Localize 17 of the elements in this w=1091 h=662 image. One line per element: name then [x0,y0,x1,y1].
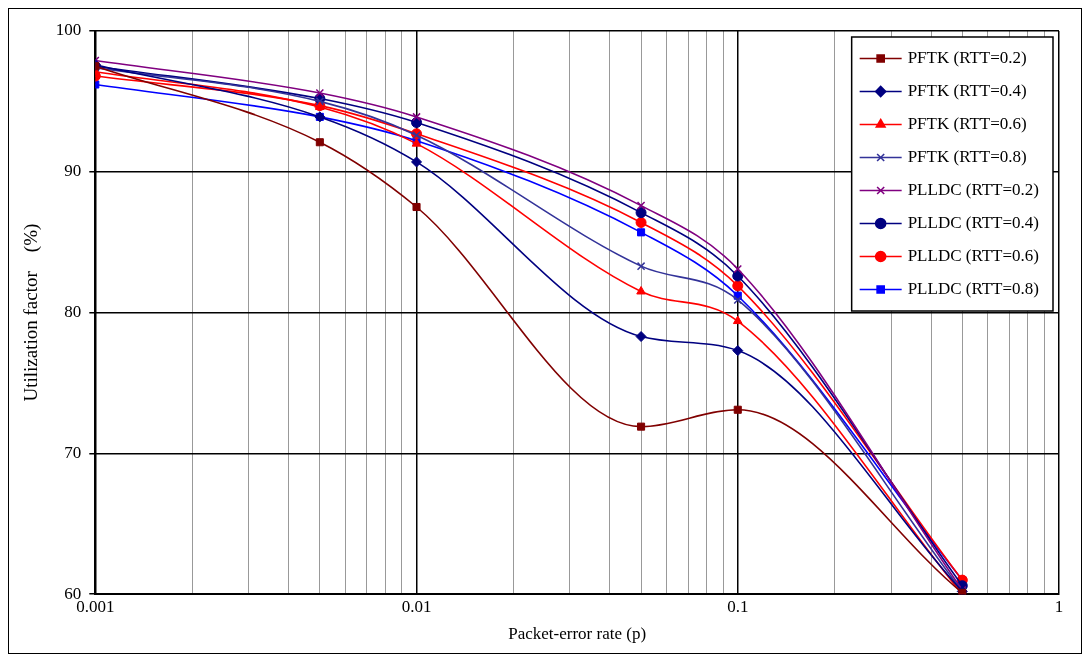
legend-label: PFTK (RTT=0.8) [907,146,1027,166]
x-axis-title: Packet-error rate (p) [508,624,647,644]
legend-label: PLLDC (RTT=0.6) [907,245,1040,265]
x-tick-label: 0.1 [727,596,749,616]
legend-label: PLLDC (RTT=0.8) [907,278,1040,298]
legend-label: PLLDC (RTT=0.2) [907,179,1040,199]
x-tick-label: 0.01 [401,596,432,616]
y-tick-label: 80 [64,302,82,322]
y-tick-label: 70 [64,442,82,462]
x-tick-label: 1 [1054,596,1064,616]
y-tick-label: 90 [64,161,82,181]
legend-label: PFTK (RTT=0.6) [907,113,1027,133]
legend-label: PLLDC (RTT=0.4) [907,212,1040,232]
y-tick-label: 100 [55,20,82,40]
legend-label: PFTK (RTT=0.2) [907,47,1027,67]
y-axis-title: Utilization factor (%) [20,223,43,402]
legend-label: PFTK (RTT=0.4) [907,80,1027,100]
